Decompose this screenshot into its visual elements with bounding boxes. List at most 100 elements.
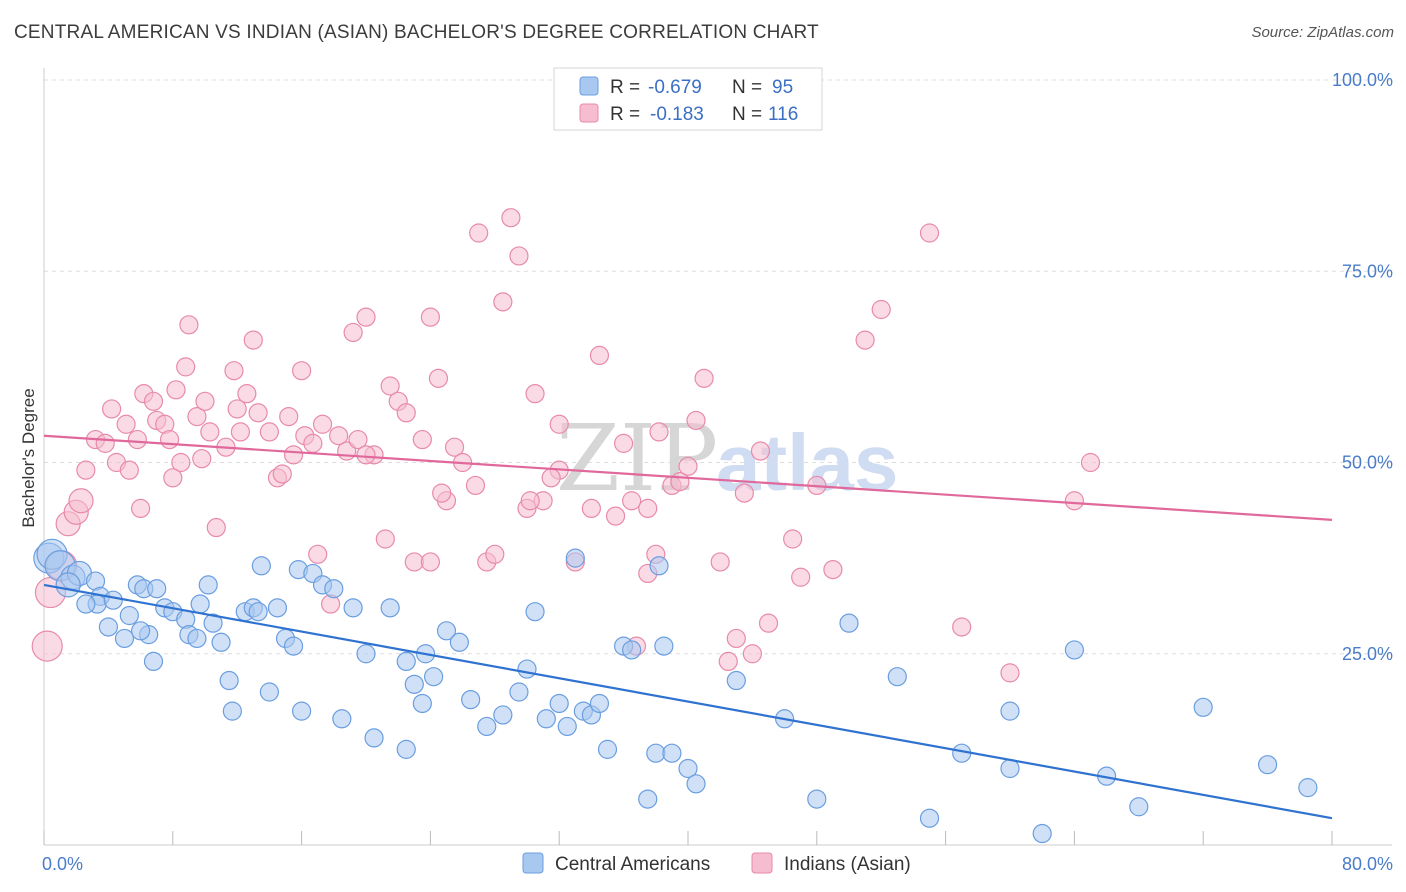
central-americans-point-80	[919, 808, 940, 828]
indians-asian-point-95	[131, 498, 151, 518]
bottom-legend-swatch-pink	[751, 852, 773, 874]
central-americans-point-79	[887, 667, 907, 687]
central-americans-point-68	[597, 739, 618, 759]
indians-asian-point-13	[127, 429, 147, 450]
indians-asian-point-77	[686, 410, 706, 431]
central-americans-point-75	[726, 670, 746, 691]
trend-line-indians-asian	[43, 434, 1333, 521]
indians-asian-point-107	[541, 468, 561, 488]
central-americans-point-19	[131, 621, 151, 641]
central-americans-point-33	[267, 598, 288, 618]
legend-n-value-1: 116	[768, 104, 798, 125]
indians-asian-point-0	[31, 630, 63, 662]
indians-asian-point-84	[783, 529, 803, 549]
indians-asian-point-51	[396, 403, 416, 423]
indians-asian-point-37	[292, 361, 312, 381]
indians-asian-point-83	[758, 613, 779, 633]
central-americans-point-55	[461, 690, 481, 710]
indians-asian-point-99	[549, 414, 569, 434]
indians-asian-point-54	[420, 307, 440, 327]
indians-asian-point-31	[243, 330, 263, 350]
central-americans-point-11	[103, 590, 123, 610]
indians-asian-point-35	[279, 407, 299, 427]
central-americans-point-27	[203, 613, 223, 633]
indians-asian-point-82	[750, 441, 771, 461]
legend-n-label-0: N =	[732, 77, 762, 98]
central-americans-point-60	[525, 602, 545, 622]
central-americans-point-46	[356, 644, 376, 664]
central-americans-point-18	[114, 628, 135, 649]
indians-asian-point-108	[742, 644, 763, 664]
indians-asian-point-11	[116, 414, 136, 434]
legend-r-value-0: -0.679	[648, 77, 702, 98]
central-americans-point-29	[219, 670, 239, 691]
central-americans-point-25	[190, 594, 210, 614]
indians-asian-point-48	[375, 529, 395, 549]
source-label: Source: ZipAtlas.com	[1251, 24, 1394, 41]
indians-asian-point-55	[428, 368, 449, 388]
central-americans-point-93	[686, 774, 706, 794]
series-indians-asian-points	[31, 208, 1101, 683]
central-americans-point-58	[509, 682, 529, 702]
indians-asian-point-80	[726, 628, 746, 649]
indians-asian-point-115	[581, 498, 602, 518]
indians-asian-point-71	[622, 491, 642, 511]
indians-asian-point-15	[143, 391, 164, 411]
central-americans-point-10	[76, 594, 96, 614]
central-americans-point-35	[283, 636, 304, 656]
indians-asian-point-26	[206, 517, 226, 538]
chart-title: CENTRAL AMERICAN VS INDIAN (ASIAN) BACHE…	[14, 22, 819, 43]
central-americans-point-90	[1298, 778, 1318, 798]
indians-asian-point-22	[179, 315, 199, 335]
central-americans-point-12	[119, 605, 139, 626]
y-axis-label: Bachelor's Degree	[19, 388, 38, 527]
central-americans-point-24	[187, 628, 207, 649]
indians-asian-point-49	[380, 376, 400, 396]
indians-asian-point-100	[272, 464, 292, 484]
central-americans-point-17	[143, 651, 164, 672]
central-americans-point-59	[517, 659, 537, 679]
indians-asian-point-20	[171, 452, 191, 473]
central-americans-point-52	[424, 667, 444, 687]
central-americans-point-73	[662, 743, 682, 763]
central-americans-point-84	[1032, 823, 1052, 844]
indians-asian-point-94	[1080, 452, 1101, 473]
central-americans-point-87	[1129, 797, 1149, 817]
central-americans-point-82	[1000, 701, 1020, 721]
central-americans-point-32	[248, 602, 268, 622]
indians-asian-point-109	[718, 651, 738, 672]
central-americans-point-44	[332, 709, 352, 729]
indians-asian-point-21	[176, 357, 196, 377]
central-americans-point-94	[396, 739, 416, 759]
central-americans-point-26	[198, 575, 218, 595]
indians-asian-point-89	[871, 299, 891, 320]
central-americans-point-28	[211, 632, 231, 652]
indians-asian-point-52	[404, 552, 424, 572]
trend-line-central-americans	[43, 583, 1333, 820]
indians-asian-point-36	[283, 445, 304, 465]
central-americans-point-64	[565, 548, 585, 568]
central-americans-point-63	[557, 716, 577, 737]
central-americans-point-95	[364, 728, 384, 748]
indians-asian-point-39	[303, 433, 323, 453]
indians-asian-point-106	[649, 422, 669, 442]
indians-asian-point-113	[308, 544, 328, 564]
central-americans-point-48	[396, 651, 416, 672]
legend-r-label-1: R =	[610, 104, 640, 125]
indians-asian-point-78	[694, 368, 714, 388]
central-americans-point-77	[807, 789, 827, 809]
indians-asian-point-12	[119, 460, 139, 480]
x-tick-label-0: 0.0%	[42, 854, 83, 874]
indians-asian-point-88	[855, 330, 875, 350]
central-americans-point-41	[222, 701, 242, 721]
indians-asian-point-69	[605, 506, 626, 526]
indians-asian-point-101	[638, 498, 658, 518]
central-americans-point-91	[649, 556, 669, 576]
x-tick-label-1: 80.0%	[1342, 854, 1393, 874]
y-tick-label-3: 100.0%	[1332, 70, 1393, 90]
bottom-legend-label-blue: Central Americans	[555, 854, 710, 875]
bottom-legend: Central Americans Indians (Asian)	[522, 852, 911, 875]
axes	[43, 68, 1392, 846]
indians-asian-point-9	[102, 399, 122, 419]
